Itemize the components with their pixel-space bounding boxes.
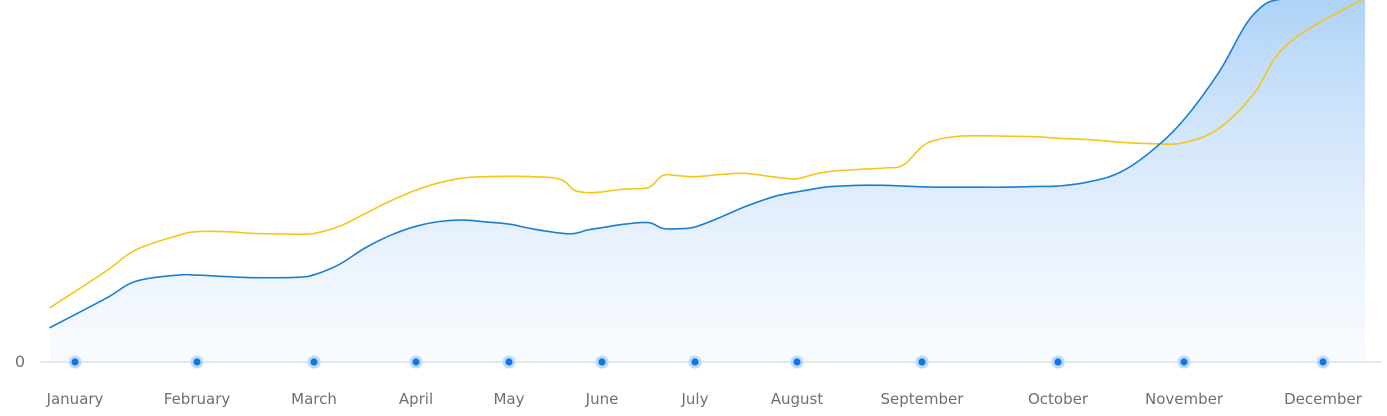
x-tick-label-april: April: [399, 390, 433, 408]
axis-point-february[interactable]: [193, 358, 201, 366]
axis-points: [68, 355, 1330, 369]
x-tick-label-december: December: [1284, 390, 1363, 408]
series-1-area: [50, 0, 1365, 362]
axis-point-november[interactable]: [1180, 358, 1188, 366]
x-tick-label-september: September: [881, 390, 965, 408]
series-lines: [49, 0, 1364, 329]
axis-point-december[interactable]: [1319, 358, 1327, 366]
y-tick-labels: 0: [15, 352, 25, 371]
x-tick-label-may: May: [493, 390, 524, 408]
axis-point-may[interactable]: [505, 358, 513, 366]
x-tick-label-july: July: [681, 390, 709, 408]
axis-point-january[interactable]: [71, 358, 79, 366]
y-tick-label: 0: [15, 352, 25, 371]
series-1-line: [49, 0, 1281, 329]
x-tick-label-march: March: [291, 390, 337, 408]
x-tick-label-october: October: [1028, 390, 1089, 408]
axis-point-september[interactable]: [918, 358, 926, 366]
series-0-line: [49, 0, 1364, 309]
x-tick-label-february: February: [164, 390, 231, 408]
axis-point-august[interactable]: [793, 358, 801, 366]
x-tick-label-august: August: [771, 390, 824, 408]
x-tick-label-january: January: [46, 390, 104, 408]
area-layer: [50, 0, 1365, 362]
axis-point-april[interactable]: [412, 358, 420, 366]
x-tick-labels: January February March April May June July Augu…: [46, 390, 1363, 408]
axis-point-march[interactable]: [310, 358, 318, 366]
x-tick-label-november: November: [1145, 390, 1224, 408]
axis-point-july[interactable]: [691, 358, 699, 366]
x-tick-label-june: June: [585, 390, 619, 408]
axis-point-october[interactable]: [1054, 358, 1062, 366]
axis-point-june[interactable]: [598, 358, 606, 366]
